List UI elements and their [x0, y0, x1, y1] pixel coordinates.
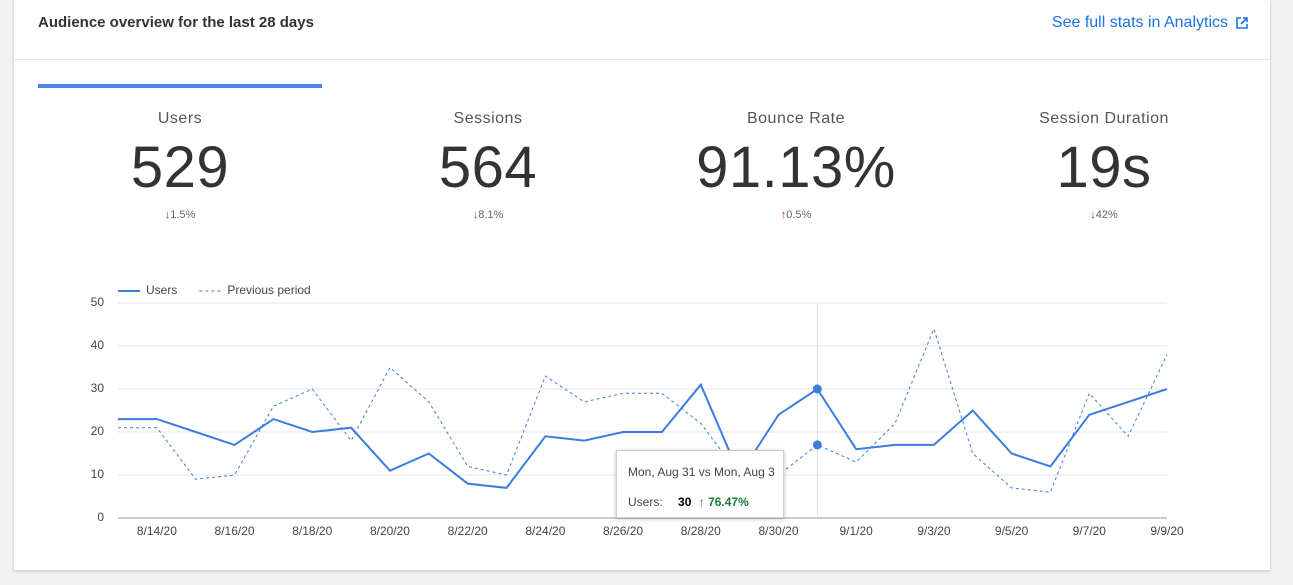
x-tick-label: 8/30/20 — [758, 524, 798, 538]
x-tick-label: 9/7/20 — [1073, 524, 1107, 538]
card-title: Audience overview for the last 28 days — [38, 14, 314, 31]
analytics-link[interactable]: See full stats in Analytics — [1052, 14, 1248, 32]
metric-value: 564 — [438, 135, 538, 200]
x-tick-label: 9/1/20 — [839, 524, 873, 538]
change-text: 1.5% — [170, 209, 196, 221]
metric-value: 91.13% — [696, 135, 896, 200]
series-line — [118, 382, 1168, 489]
hover-point — [812, 440, 822, 450]
tooltip-label: Users: — [628, 495, 663, 509]
card-header: Audience overview for the last 28 days S… — [14, 0, 1270, 60]
y-tick-label: 50 — [91, 295, 105, 309]
x-tick-label: 8/16/20 — [215, 524, 255, 538]
metric-label: Users — [157, 110, 203, 127]
metric-change: ↑0.5% — [780, 209, 812, 221]
tooltip-row: Users: 30 ↑ 76.47% — [628, 495, 749, 509]
metric-value: 19s — [1056, 135, 1152, 200]
y-tick-label: 20 — [91, 424, 105, 438]
change-text: 42% — [1095, 209, 1118, 221]
y-tick-label: 0 — [97, 510, 104, 524]
metric-value: 529 — [130, 135, 230, 200]
x-tick-label: 8/22/20 — [448, 524, 488, 538]
x-tick-label: 9/3/20 — [917, 524, 951, 538]
metric-tab[interactable]: Session Duration 19s ↓42% — [954, 110, 1254, 221]
x-tick-label: 8/24/20 — [525, 524, 565, 538]
link-text[interactable]: See full stats in Analytics — [1051, 14, 1228, 31]
tooltip-change: 76.47% — [708, 495, 749, 509]
metric-label: Session Duration — [1039, 110, 1169, 127]
metric-change: ↓1.5% — [164, 209, 196, 221]
legend-label: Users — [146, 283, 177, 297]
external-icon — [1236, 17, 1248, 29]
metric-tab[interactable]: Bounce Rate 91.13% ↑0.5% — [646, 110, 946, 221]
change-text: 8.1% — [478, 209, 504, 221]
metric-label: Bounce Rate — [746, 110, 845, 127]
x-tick-label: 8/26/20 — [603, 524, 643, 538]
series-line — [118, 327, 1168, 493]
legend-label: Previous period — [227, 283, 310, 297]
y-tick-label: 30 — [91, 381, 105, 395]
metric-change: ↓8.1% — [472, 209, 504, 221]
x-tick-label: 8/14/20 — [137, 524, 177, 538]
tooltip-title: Mon, Aug 31 vs Mon, Aug 3 — [628, 465, 775, 479]
metric-tab[interactable]: Sessions 564 ↓8.1% — [338, 110, 638, 221]
tooltip-arrow: ↑ — [698, 495, 705, 509]
x-tick-label: 8/18/20 — [292, 524, 332, 538]
metric-change: ↓42% — [1090, 209, 1118, 221]
x-tick-label: 9/5/20 — [995, 524, 1029, 538]
tooltip: Mon, Aug 31 vs Mon, Aug 3 Users: 30 ↑ 76… — [616, 450, 784, 518]
y-tick-label: 40 — [91, 338, 105, 352]
change-text: 0.5% — [786, 209, 812, 221]
hover-point — [812, 384, 822, 394]
tooltip-value: 30 — [678, 495, 692, 509]
x-tick-label: 8/28/20 — [681, 524, 721, 538]
x-tick-label: 8/20/20 — [370, 524, 410, 538]
y-tick-label: 10 — [91, 467, 105, 481]
metric-label: Sessions — [453, 110, 523, 127]
metric-tab[interactable]: Users 529 ↓1.5% — [30, 110, 330, 221]
x-tick-label: 9/9/20 — [1150, 524, 1184, 538]
selected-tab-indicator — [38, 84, 322, 88]
